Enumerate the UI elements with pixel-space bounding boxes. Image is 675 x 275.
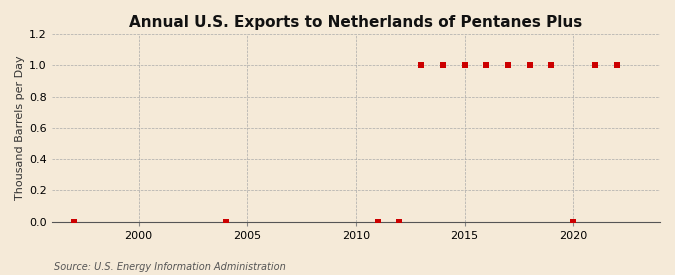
Point — [546, 63, 557, 67]
Point — [568, 219, 578, 224]
Point — [220, 219, 231, 224]
Point — [372, 219, 383, 224]
Point — [611, 63, 622, 67]
Point — [459, 63, 470, 67]
Point — [394, 219, 405, 224]
Point — [524, 63, 535, 67]
Text: Source: U.S. Energy Information Administration: Source: U.S. Energy Information Administ… — [54, 262, 286, 272]
Point — [68, 219, 79, 224]
Y-axis label: Thousand Barrels per Day: Thousand Barrels per Day — [15, 56, 25, 200]
Point — [481, 63, 491, 67]
Point — [589, 63, 600, 67]
Point — [437, 63, 448, 67]
Point — [416, 63, 427, 67]
Point — [503, 63, 514, 67]
Title: Annual U.S. Exports to Netherlands of Pentanes Plus: Annual U.S. Exports to Netherlands of Pe… — [130, 15, 583, 30]
